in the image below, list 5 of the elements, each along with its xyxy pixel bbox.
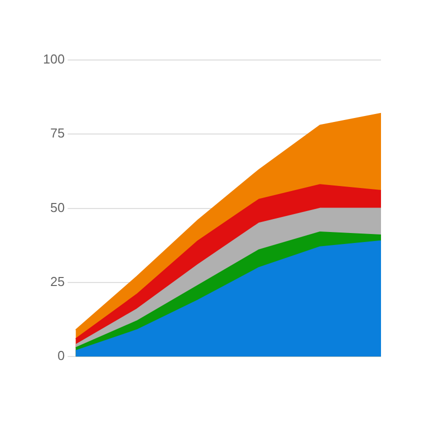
y-tick-label: 75 xyxy=(50,126,65,141)
y-tick-label: 100 xyxy=(42,52,65,67)
y-tick-label: 0 xyxy=(57,348,65,364)
y-tick-label: 50 xyxy=(50,200,65,215)
y-tick-label: 25 xyxy=(50,274,65,290)
